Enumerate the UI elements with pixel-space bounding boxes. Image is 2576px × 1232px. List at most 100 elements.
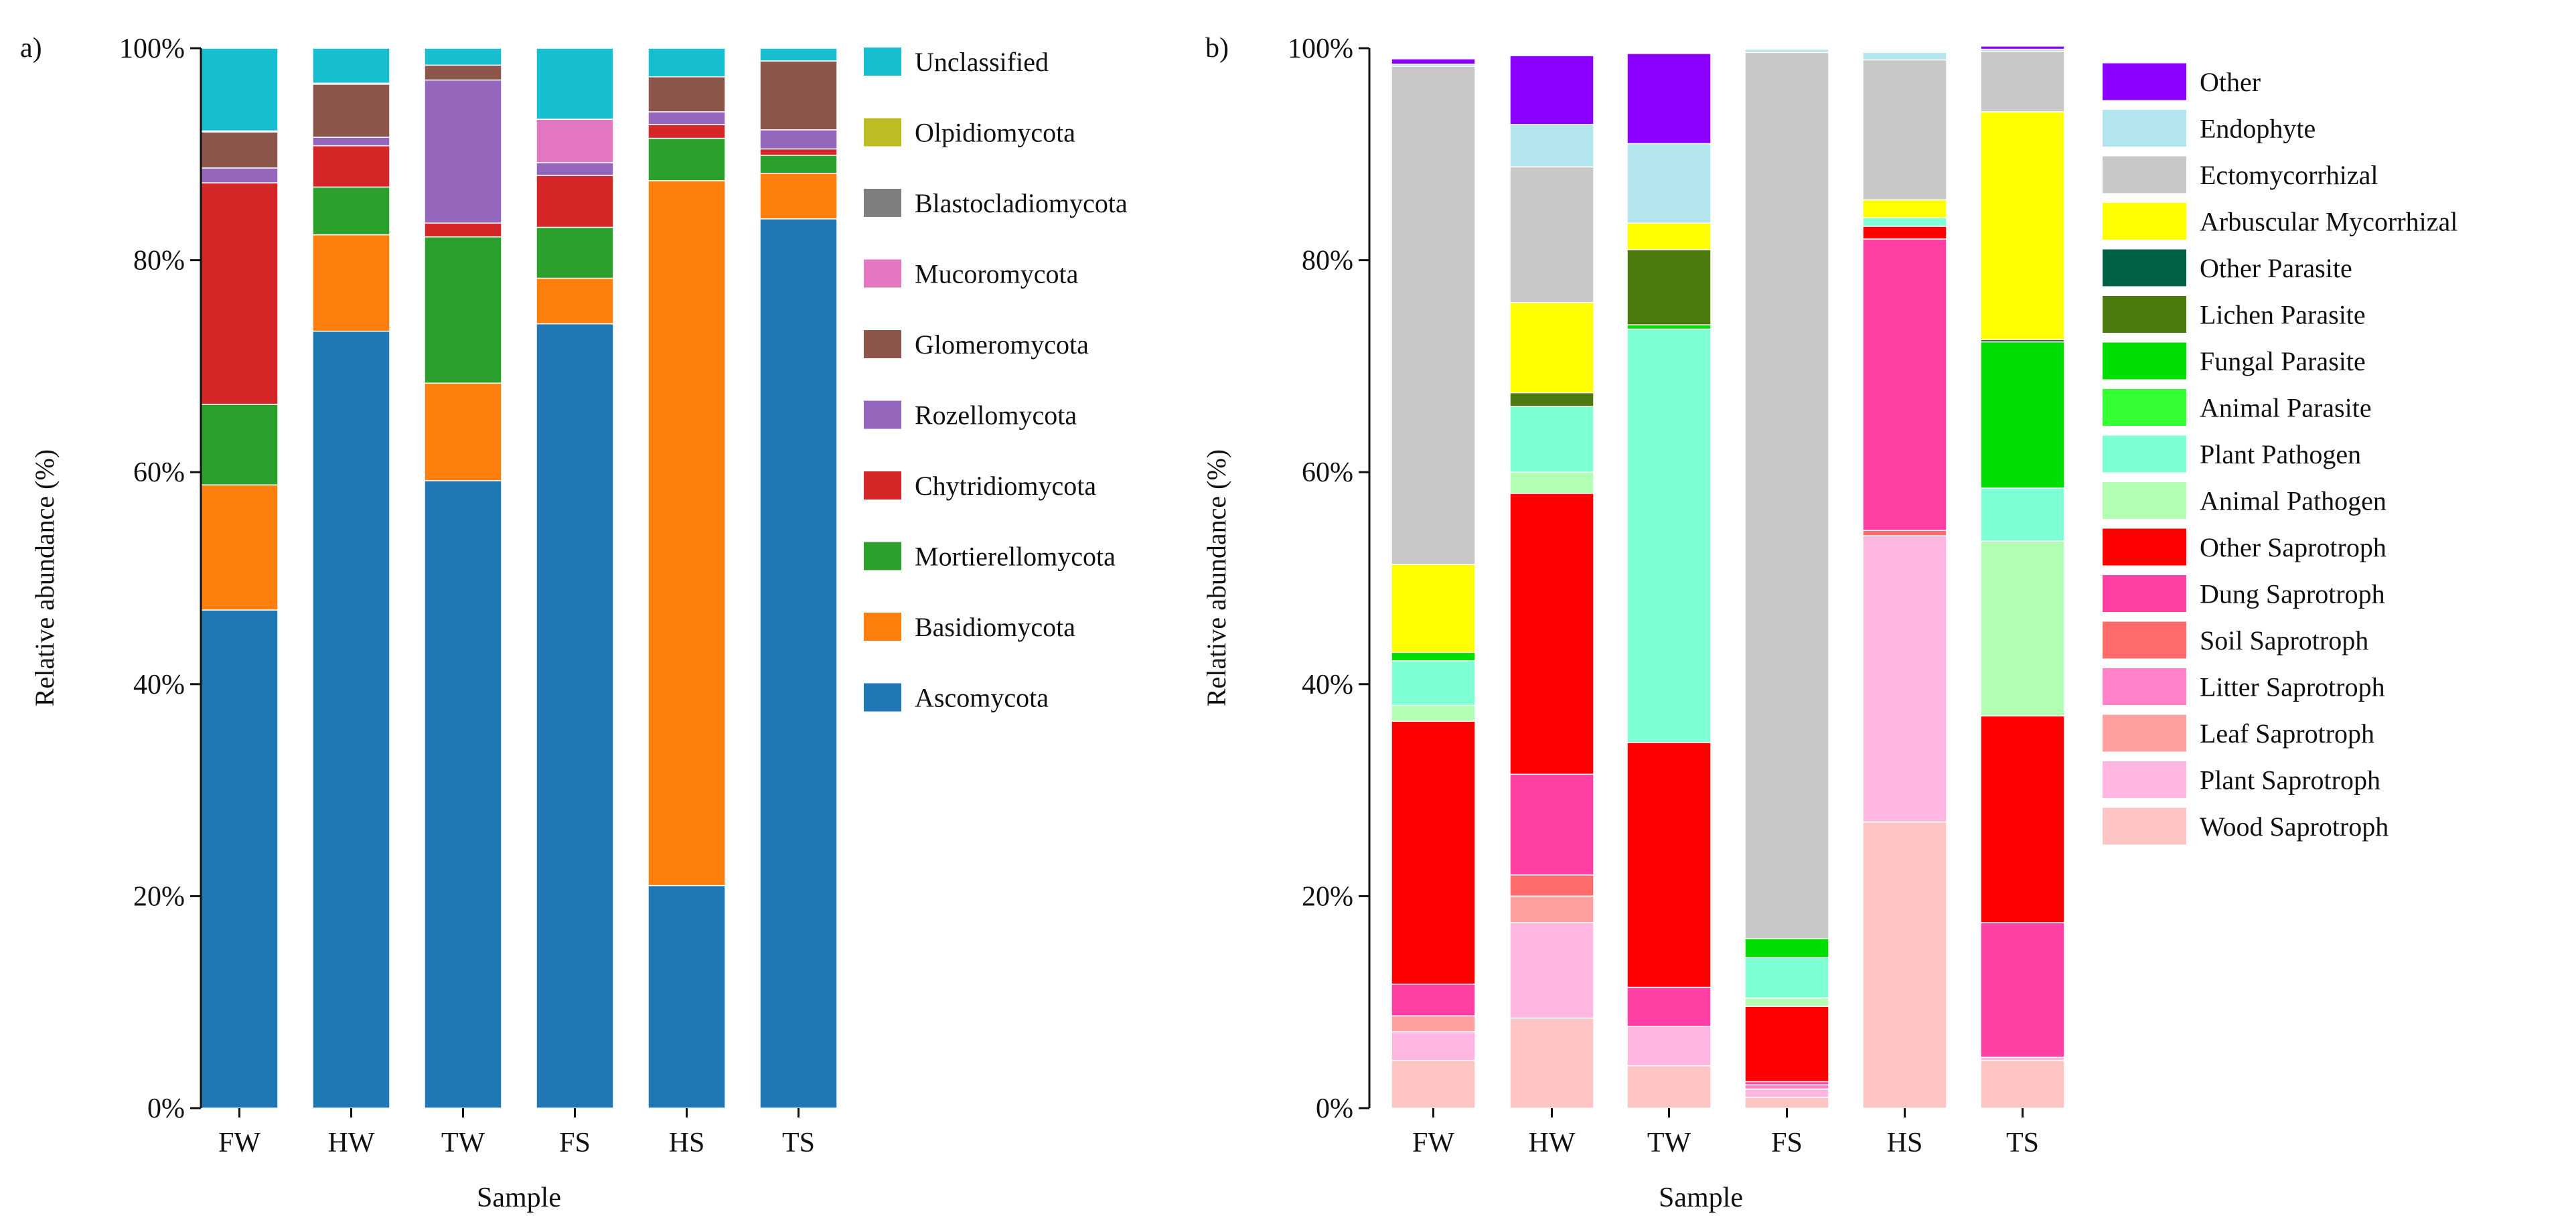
panel-a-legend-swatch-glomeromycota (864, 330, 901, 358)
panel-a-legend-swatch-rozellomycota (864, 400, 901, 429)
panel-a-bar-tw-chytridiomycota (424, 222, 502, 238)
panel-a-legend-swatch-mucoromycota (864, 259, 901, 288)
panel-a-x-tick-label-hs: HS (669, 1128, 705, 1158)
panel-b-bar-fw-plant-saprotroph (1391, 1031, 1476, 1061)
panel-b-bar-fs-litter-saprotroph (1744, 1084, 1829, 1090)
panel-a-bar-hw-glomeromycota (312, 84, 390, 138)
panel-a-legend-swatch-unclassified (864, 48, 901, 76)
panel-a-y-label: Relative abundance (%) (29, 449, 60, 706)
panel-a-legend: Unclassified Olpidiomycota Blastocladiomyc… (864, 47, 1128, 713)
panel-b-bar-hs-endophyte (1862, 52, 1947, 61)
panel-a-y-tick-label: 40% (133, 670, 185, 700)
panel-b-bar-tw-other-saprotroph (1626, 742, 1712, 988)
panel-a-x-tick-label-hw: HW (328, 1128, 375, 1158)
panel-b-legend-swatch-endophyte (2103, 110, 2186, 147)
panel-b-legend-swatch-plant-saprotroph (2103, 761, 2186, 798)
panel-b-legend-swatch-other-saprotroph (2103, 528, 2186, 566)
panel-a-legend-label-glomeromycota: Glomeromycota (915, 329, 1089, 360)
panel-b-bar-hw-animal-pathogen (1509, 471, 1594, 494)
panel-b-legend-swatch-other-parasite (2103, 249, 2186, 287)
panel-b-bar-fs-endophyte (1744, 48, 1829, 54)
panel-a-x-tick-label-ts: TS (782, 1128, 815, 1158)
panel-a-x-tick-label-fs: FS (559, 1128, 591, 1158)
panel-b-bar-hs-plant-pathogen (1862, 217, 1947, 227)
panel-b-bar-fs-ectomycorrhizal (1744, 52, 1829, 939)
panel-b-legend-swatch-ectomycorrhizal (2103, 156, 2186, 194)
panel-a-chart: a) 0% 20% 40% 60% 80% 100% FW HW TW FS HS TS Relat… (20, 33, 1128, 1213)
panel-b-bar-ts-other-saprotroph (1980, 715, 2065, 923)
panel-b-legend-label-other-saprotroph: Other Saprotroph (2200, 532, 2386, 562)
panel-b-x-tick-label-hs: HS (1887, 1128, 1923, 1158)
panel-b-legend-swatch-animal-pathogen (2103, 482, 2186, 519)
panel-b-legend: Other Endophyte Ectomycorrhizal Arbuscular … (2103, 63, 2457, 845)
panel-b-x-tick-label-tw: TW (1647, 1128, 1691, 1158)
panel-a-bar-tw-basidiomycota (424, 382, 502, 481)
panel-b-bar-ts-wood-saprotroph (1980, 1060, 2065, 1109)
panel-b-legend-swatch-arbuscular-mycorrhizal (2103, 203, 2186, 240)
panel-b-bar-tw-endophyte (1626, 143, 1712, 224)
panel-b-legend-label-animal-pathogen: Animal Pathogen (2200, 486, 2386, 516)
panel-a-x-tick-label-tw: TW (441, 1128, 485, 1158)
panel-a-bar-hw-basidiomycota (312, 234, 390, 332)
panel-a-bar-tw-unclassified (424, 48, 502, 66)
panel-a-bar-fw-rozellomycota (200, 167, 279, 183)
panel-b-bar-fs-animal-pathogen (1744, 997, 1829, 1007)
panel-b-bar-hw-other-saprotroph (1509, 493, 1594, 775)
panel-b-x-tick-label-fw: FW (1412, 1128, 1454, 1158)
panel-a-bar-fw-glomeromycota (200, 131, 279, 169)
panel-a-y-tick-label: 60% (133, 457, 185, 488)
panel-b-legend-label-other: Other (2200, 67, 2261, 97)
panel-b-bar-tw-lichen-parasite (1626, 249, 1712, 325)
panel-a-bar-hs-chytridiomycota (648, 124, 726, 139)
panel-b-bar-ts-animal-pathogen (1980, 540, 2065, 717)
panel-b-bar-hw-endophyte (1509, 124, 1594, 168)
panel-b-chart: b) 0% 20% 40% 60% 80% 100% FW HW TW FS HS TS Relat… (1201, 33, 2457, 1213)
panel-b-legend-swatch-other (2103, 63, 2186, 100)
panel-b-legend-label-ectomycorrhizal: Ectomycorrhizal (2200, 160, 2378, 190)
panel-a-bar-tw-mortierellomycota (424, 236, 502, 384)
panel-a-y-tick-label: 0% (147, 1093, 185, 1124)
panel-b-bar-ts-other (1980, 46, 2065, 50)
panel-a-legend-label-unclassified: Unclassified (915, 47, 1049, 77)
panel-a-bar-hs-unclassified (648, 48, 726, 78)
panel-b-bar-hw-soil-saprotroph (1509, 874, 1594, 897)
panel-b-bar-ts-fungal-parasite (1980, 341, 2065, 489)
panel-b-bar-tw-fungal-parasite (1626, 324, 1712, 330)
panel-b-bar-fw-leaf-saprotroph (1391, 1015, 1476, 1032)
panel-a-legend-swatch-chytridiomycota (864, 471, 901, 499)
panel-a-bar-tw-ascomycota (424, 480, 502, 1109)
panel-b-legend-label-plant-pathogen: Plant Pathogen (2200, 439, 2361, 469)
panel-b-legend-swatch-leaf-saprotroph (2103, 714, 2186, 752)
panel-a-label: a) (20, 33, 42, 64)
panel-b-bar-fw-other-saprotroph (1391, 720, 1476, 985)
panel-b-bar-hw-arbuscular-mycorrhizal (1509, 302, 1594, 394)
panel-b-bar-tw-arbuscular-mycorrhizal (1626, 222, 1712, 250)
panel-b-legend-swatch-fungal-parasite (2103, 342, 2186, 380)
panel-a-bar-fw-unclassified (200, 48, 279, 132)
panel-b-legend-label-fungal-parasite: Fungal Parasite (2200, 346, 2366, 376)
panel-b-legend-swatch-litter-saprotroph (2103, 668, 2186, 705)
panel-a-bar-hw-ascomycota (312, 330, 390, 1109)
panel-b-bar-hw-other (1509, 55, 1594, 125)
panel-b-label: b) (1205, 33, 1229, 64)
panel-a-bar-hs-rozellomycota (648, 111, 726, 125)
panel-a-bar-ts-chytridiomycota (759, 148, 838, 156)
panel-a-bar-ts-mortierellomycota (759, 155, 838, 174)
panel-b-bar-hw-ectomycorrhizal (1509, 166, 1594, 303)
panel-b-legend-swatch-plant-pathogen (2103, 435, 2186, 473)
panel-a-bar-fs-basidiomycota (536, 277, 614, 325)
panel-a-bar-fs-chytridiomycota (536, 175, 614, 228)
panel-b-bar-fw-fungal-parasite (1391, 651, 1476, 662)
panel-b-y-tick-label: 60% (1302, 457, 1353, 488)
panel-a-legend-label-rozellomycota: Rozellomycota (915, 400, 1077, 431)
panel-a-bar-hw-chytridiomycota (312, 145, 390, 188)
panel-b-y-tick-label: 80% (1302, 246, 1353, 277)
panel-a-legend-label-olpidiomycota: Olpidiomycota (915, 118, 1075, 148)
panel-a-legend-swatch-blastocladiomycota (864, 189, 901, 217)
panel-a-bar-hs-glomeromycota (648, 76, 726, 112)
panel-b-legend-label-endophyte: Endophyte (2200, 114, 2316, 144)
panel-b-y-label: Relative abundance (%) (1201, 449, 1231, 706)
panel-b-y-tick-label: 100% (1288, 33, 1353, 64)
panel-b-legend-label-dung-saprotroph: Dung Saprotroph (2200, 579, 2385, 609)
panel-b-bar-hw-plant-pathogen (1509, 406, 1594, 473)
